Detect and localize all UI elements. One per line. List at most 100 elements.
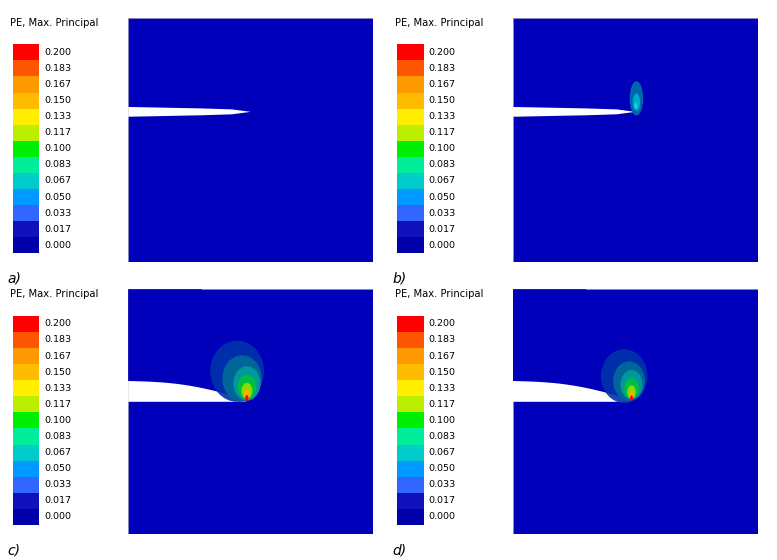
- Text: PE, Max. Principal: PE, Max. Principal: [395, 18, 483, 28]
- Ellipse shape: [246, 395, 249, 401]
- Text: 0.033: 0.033: [44, 480, 71, 489]
- Ellipse shape: [630, 395, 633, 401]
- Bar: [12, 412, 39, 428]
- Bar: [397, 157, 423, 173]
- Ellipse shape: [233, 366, 260, 400]
- Polygon shape: [513, 381, 630, 402]
- Text: 0.133: 0.133: [429, 384, 456, 393]
- Text: 0.117: 0.117: [44, 400, 71, 409]
- Bar: [12, 332, 39, 348]
- Text: 0.200: 0.200: [44, 48, 71, 57]
- Ellipse shape: [244, 390, 250, 399]
- Text: 0.000: 0.000: [44, 241, 71, 250]
- Bar: [12, 380, 39, 396]
- Text: 0.167: 0.167: [429, 80, 455, 89]
- Bar: [397, 445, 423, 461]
- Text: 0.050: 0.050: [429, 193, 455, 202]
- Text: 0.100: 0.100: [44, 144, 71, 153]
- Text: 0.033: 0.033: [429, 480, 456, 489]
- Bar: [12, 92, 39, 109]
- Text: 0.200: 0.200: [429, 48, 455, 57]
- Bar: [397, 221, 423, 237]
- Ellipse shape: [629, 391, 634, 399]
- Bar: [397, 189, 423, 205]
- Bar: [12, 509, 39, 525]
- Bar: [12, 396, 39, 412]
- Text: 0.000: 0.000: [429, 241, 455, 250]
- Bar: [12, 316, 39, 332]
- Text: 0.017: 0.017: [44, 496, 71, 505]
- Text: 0.050: 0.050: [44, 464, 71, 473]
- Polygon shape: [128, 381, 246, 402]
- Ellipse shape: [632, 94, 640, 111]
- Bar: [12, 477, 39, 493]
- Text: 0.083: 0.083: [44, 160, 71, 170]
- Text: 0.100: 0.100: [44, 416, 71, 425]
- Text: 0.200: 0.200: [44, 319, 71, 328]
- Text: 0.150: 0.150: [429, 96, 455, 105]
- Text: 0.083: 0.083: [429, 160, 455, 170]
- Text: 0.067: 0.067: [429, 448, 455, 457]
- Polygon shape: [513, 107, 636, 116]
- Text: 0.067: 0.067: [44, 176, 71, 185]
- Text: PE, Max. Principal: PE, Max. Principal: [10, 290, 99, 300]
- Bar: [397, 428, 423, 445]
- Bar: [12, 493, 39, 509]
- Bar: [12, 445, 39, 461]
- Bar: [12, 364, 39, 380]
- Text: 0.133: 0.133: [429, 112, 456, 121]
- Bar: [12, 221, 39, 237]
- Text: c): c): [8, 543, 21, 557]
- Text: 0.000: 0.000: [429, 512, 455, 521]
- Text: 0.150: 0.150: [44, 96, 71, 105]
- Bar: [12, 76, 39, 92]
- Ellipse shape: [613, 361, 645, 400]
- Text: 0.033: 0.033: [44, 209, 71, 218]
- Bar: [397, 509, 423, 525]
- Bar: [12, 157, 39, 173]
- Bar: [12, 60, 39, 76]
- Bar: [397, 76, 423, 92]
- Bar: [397, 60, 423, 76]
- Text: 0.183: 0.183: [429, 335, 455, 344]
- Text: 0.117: 0.117: [429, 400, 455, 409]
- Bar: [397, 364, 423, 380]
- Ellipse shape: [222, 355, 262, 402]
- Text: 0.000: 0.000: [44, 512, 71, 521]
- Text: 0.033: 0.033: [429, 209, 456, 218]
- Bar: [397, 92, 423, 109]
- Bar: [397, 109, 423, 125]
- Bar: [12, 461, 39, 477]
- Text: 0.150: 0.150: [429, 368, 455, 377]
- Bar: [397, 44, 423, 60]
- Ellipse shape: [624, 378, 639, 399]
- Text: 0.183: 0.183: [44, 335, 71, 344]
- Bar: [12, 125, 39, 141]
- Bar: [12, 237, 39, 253]
- Bar: [397, 125, 423, 141]
- Text: 0.200: 0.200: [429, 319, 455, 328]
- Bar: [397, 396, 423, 412]
- Text: 0.083: 0.083: [429, 432, 455, 441]
- Polygon shape: [513, 289, 587, 388]
- Text: PE, Max. Principal: PE, Max. Principal: [10, 18, 99, 28]
- Text: 0.133: 0.133: [44, 112, 71, 121]
- Ellipse shape: [601, 349, 647, 403]
- Bar: [397, 412, 423, 428]
- Bar: [397, 237, 423, 253]
- Ellipse shape: [238, 375, 256, 399]
- Bar: [12, 205, 39, 221]
- Text: 0.067: 0.067: [429, 176, 455, 185]
- Text: PE, Max. Principal: PE, Max. Principal: [395, 290, 483, 300]
- Bar: [12, 428, 39, 445]
- Text: 0.100: 0.100: [429, 144, 455, 153]
- Bar: [12, 189, 39, 205]
- Bar: [397, 141, 423, 157]
- Polygon shape: [128, 107, 250, 116]
- Text: 0.050: 0.050: [44, 193, 71, 202]
- Text: d): d): [392, 543, 406, 557]
- Text: 0.133: 0.133: [44, 384, 71, 393]
- Ellipse shape: [635, 102, 637, 109]
- Bar: [12, 109, 39, 125]
- Text: 0.167: 0.167: [44, 80, 71, 89]
